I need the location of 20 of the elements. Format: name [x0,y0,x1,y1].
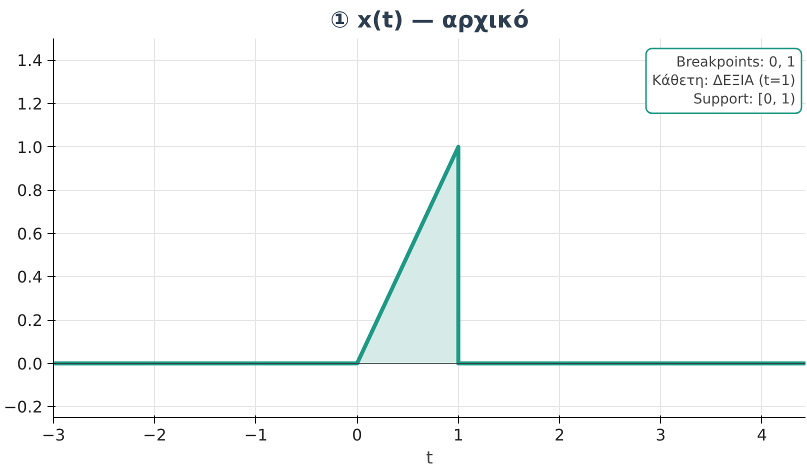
x-tick-label: −2 [142,426,167,444]
x-tick-label: 4 [756,426,768,444]
x-tick-label: −3 [42,426,66,444]
x-axis-title: t [426,448,434,468]
y-tick-label: 0.0 [17,354,43,374]
x-tick-label: 1 [453,426,464,444]
y-tick-label: −0.2 [4,398,43,417]
annotation: Breakpoints: 0, 1 Κάθετη: ΔΕΞΙΑ (t=1) Support: [0, 1) [652,54,796,108]
y-tick-label: 0.2 [17,311,43,330]
y-tick-label: 1.0 [17,138,43,157]
y-tick-label: 1.2 [17,94,43,114]
y-tick-label: 1.4 [17,51,43,70]
x-tick-label: 0 [352,426,362,444]
y-tick-label: 0.8 [17,181,43,200]
x-tick-label: 2 [554,426,565,444]
x-tick-label: −1 [244,426,268,444]
chart-title: ① x(t) — αρχικό [330,8,529,34]
x-tick-label: 3 [656,426,666,444]
y-tick-label: 0.6 [17,224,43,244]
y-tick-label: 0.4 [17,268,43,287]
